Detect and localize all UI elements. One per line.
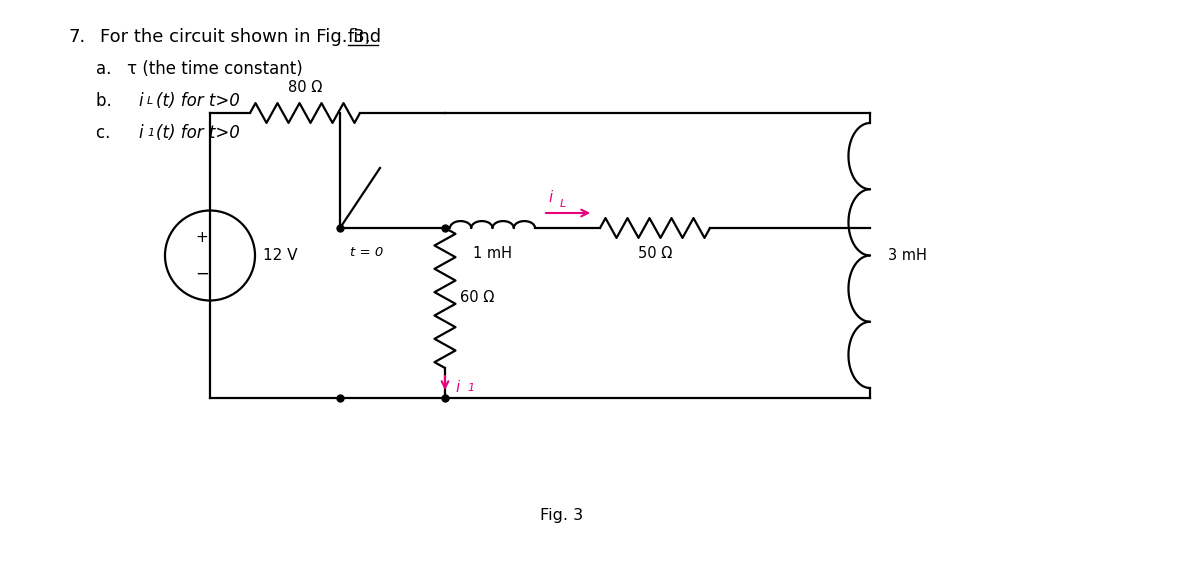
Text: 60 Ω: 60 Ω	[460, 290, 494, 306]
Text: 1: 1	[467, 383, 474, 393]
Text: 3 mH: 3 mH	[888, 248, 926, 263]
Text: 7.: 7.	[68, 28, 85, 46]
Text: For the circuit shown in Fig. 3,: For the circuit shown in Fig. 3,	[100, 28, 377, 46]
Text: 12 V: 12 V	[263, 248, 298, 263]
Text: c.: c.	[96, 124, 126, 142]
Text: i: i	[138, 92, 143, 110]
Text: L: L	[560, 199, 566, 209]
Text: b.: b.	[96, 92, 127, 110]
Text: 80 Ω: 80 Ω	[288, 80, 322, 95]
Text: i: i	[455, 381, 460, 395]
Text: (t) for t>0: (t) for t>0	[156, 124, 240, 142]
Text: t = 0: t = 0	[350, 246, 383, 259]
Text: (t) for t>0: (t) for t>0	[156, 92, 240, 110]
Text: Fig. 3: Fig. 3	[540, 508, 583, 523]
Text: i: i	[548, 190, 552, 205]
Text: −: −	[196, 265, 209, 282]
Text: +: +	[196, 230, 209, 245]
Text: find: find	[348, 28, 382, 46]
Text: i: i	[138, 124, 143, 142]
Text: L: L	[148, 96, 154, 106]
Text: 1: 1	[148, 128, 154, 138]
Text: a.   τ (the time constant): a. τ (the time constant)	[96, 60, 302, 78]
Text: 1 mH: 1 mH	[473, 246, 512, 261]
Text: 50 Ω: 50 Ω	[638, 246, 672, 261]
